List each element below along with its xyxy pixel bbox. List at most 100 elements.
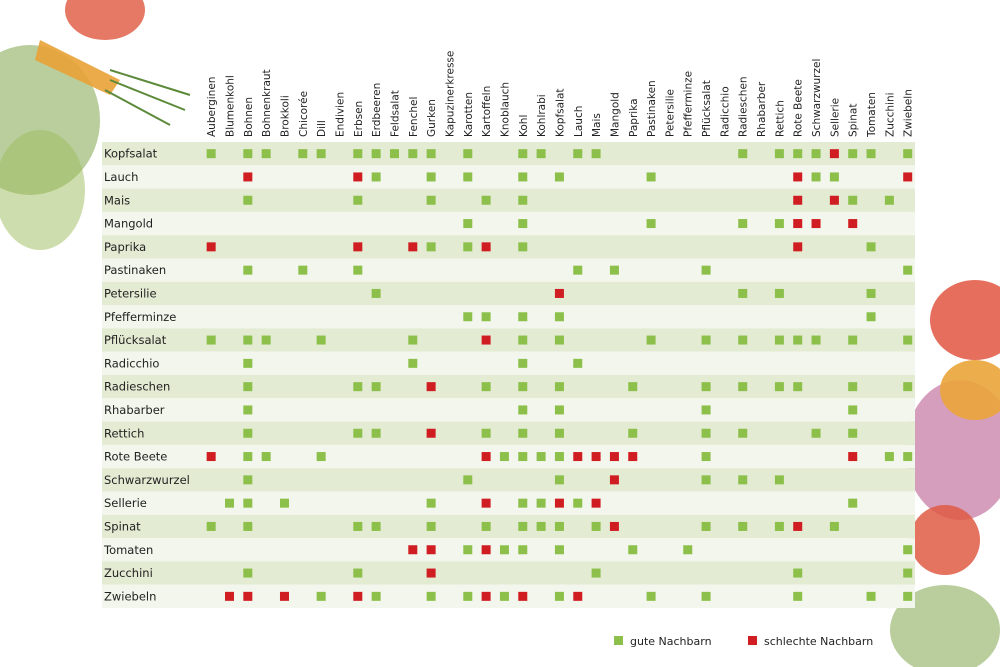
good-neighbor-mark [298,149,308,159]
good-neighbor-mark [518,521,528,531]
good-neighbor-mark [884,195,894,205]
good-neighbor-mark [481,382,491,392]
good-neighbor-mark [554,172,564,182]
good-neighbor-mark [554,452,564,462]
legend-swatch [748,636,757,645]
good-neighbor-mark [738,288,748,298]
good-neighbor-mark [701,591,711,601]
good-neighbor-mark [463,149,473,159]
good-neighbor-mark [463,312,473,322]
column-header: Sellerie [829,98,841,137]
bad-neighbor-mark [426,568,436,578]
good-neighbor-mark [866,591,876,601]
column-header: Blumenkohl [224,75,236,137]
good-neighbor-mark [426,591,436,601]
column-header: Petersilie [664,89,676,137]
good-neighbor-mark [426,521,436,531]
good-neighbor-mark [481,195,491,205]
good-neighbor-mark [518,149,528,159]
column-header: Zwiebeln [903,89,915,137]
good-neighbor-mark [811,149,821,159]
bad-neighbor-mark [573,452,583,462]
decoration-right [890,280,1000,667]
good-neighbor-mark [554,335,564,345]
good-neighbor-mark [426,149,436,159]
good-neighbor-mark [243,521,253,531]
good-neighbor-mark [554,382,564,392]
good-neighbor-mark [646,591,656,601]
good-neighbor-mark [408,335,418,345]
bad-neighbor-mark [426,428,436,438]
row-label: Rettich [104,426,144,440]
bad-neighbor-mark [481,335,491,345]
bad-neighbor-mark [903,172,913,182]
bad-neighbor-mark [591,498,601,508]
table: Auberginen Blumenkohl Bohnen Bohnenkraut Bro… [102,51,915,608]
good-neighbor-mark [389,149,399,159]
column-header: Chicorée [298,91,310,137]
good-neighbor-mark [903,452,913,462]
row-background [102,188,915,212]
good-neighbor-mark [518,172,528,182]
good-neighbor-mark [463,242,473,252]
good-neighbor-mark [371,521,381,531]
good-neighbor-mark [518,382,528,392]
good-neighbor-mark [903,335,913,345]
column-header: Kartoffeln [481,86,493,137]
bad-neighbor-mark [426,545,436,555]
good-neighbor-mark [573,149,583,159]
good-neighbor-mark [591,568,601,578]
good-neighbor-mark [866,288,876,298]
good-neighbor-mark [371,288,381,298]
good-neighbor-mark [463,591,473,601]
good-neighbor-mark [518,498,528,508]
bad-neighbor-mark [481,452,491,462]
bad-neighbor-mark [481,242,491,252]
good-neighbor-mark [554,428,564,438]
good-neighbor-mark [353,568,363,578]
bad-neighbor-mark [793,195,803,205]
column-header: Lauch [573,106,585,137]
good-neighbor-mark [701,265,711,275]
bad-neighbor-mark [353,242,363,252]
column-header: Auberginen [206,77,218,137]
good-neighbor-mark [243,452,253,462]
good-neighbor-mark [701,475,711,485]
good-neighbor-mark [646,335,656,345]
good-neighbor-mark [793,568,803,578]
row-background [102,258,915,282]
good-neighbor-mark [243,475,253,485]
bad-neighbor-mark [243,172,253,182]
bad-neighbor-mark [481,591,491,601]
good-neighbor-mark [903,149,913,159]
column-header: Pfefferminze [683,71,695,137]
row-label: Rote Beete [104,450,167,464]
row-label: Kopfsalat [104,147,158,161]
column-header: Schwarzwurzel [811,59,823,137]
good-neighbor-mark [774,521,784,531]
bad-neighbor-mark [793,242,803,252]
good-neighbor-mark [371,149,381,159]
row-label: Sellerie [104,496,147,510]
good-neighbor-mark [426,172,436,182]
good-neighbor-mark [316,149,326,159]
good-neighbor-mark [591,521,601,531]
good-neighbor-mark [738,428,748,438]
row-background [102,491,915,515]
column-header: Radieschen [738,76,750,137]
row-background [102,281,915,306]
bad-neighbor-mark [206,242,216,252]
bad-neighbor-mark [426,382,436,392]
good-neighbor-mark [353,149,363,159]
good-neighbor-mark [353,428,363,438]
good-neighbor-mark [701,428,711,438]
good-neighbor-mark [848,382,858,392]
good-neighbor-mark [701,382,711,392]
good-neighbor-mark [481,521,491,531]
bad-neighbor-mark [573,591,583,601]
row-background [102,211,915,236]
column-header: Fenchel [408,97,420,137]
good-neighbor-mark [316,335,326,345]
bad-neighbor-mark [353,591,363,601]
row-background [102,398,915,422]
